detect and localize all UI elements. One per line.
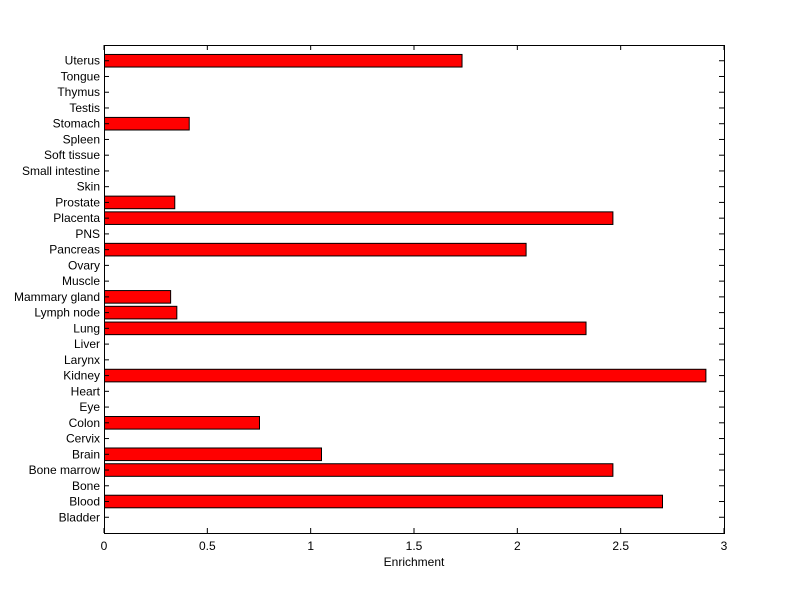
plot-frame <box>104 45 725 534</box>
bars-group <box>104 53 707 509</box>
bar-lymph-node <box>104 305 178 320</box>
bar-uterus <box>104 53 463 68</box>
y-tick-label-cervix: Cervix <box>66 432 100 446</box>
bar-placenta <box>104 211 614 225</box>
y-tick-label-small-intestine: Small intestine <box>22 164 100 178</box>
y-tick-label-blood: Blood <box>69 495 100 509</box>
bar-mammary-gland <box>104 290 172 304</box>
y-tick-label-muscle: Muscle <box>62 274 100 288</box>
bar-stomach <box>104 116 190 131</box>
bar-pancreas <box>104 242 527 257</box>
y-tick-label-lymph-node: Lymph node <box>34 306 100 320</box>
x-tick-label: 1 <box>307 539 314 553</box>
y-tick-label-bone-marrow: Bone marrow <box>29 463 101 477</box>
y-tick-label-ovary: Ovary <box>68 258 100 272</box>
x-tick-label: 0.5 <box>199 539 216 553</box>
y-tick-label-spleen: Spleen <box>63 132 100 146</box>
y-tick-label-lung: Lung <box>73 321 100 335</box>
bar-brain <box>104 447 322 462</box>
x-tick-labels: 0 0.5 1 1.5 2 2.5 3 <box>101 539 728 553</box>
bar-kidney <box>104 368 707 383</box>
x-tick-label: 2 <box>514 539 521 553</box>
y-tick-label-testis: Testis <box>69 101 100 115</box>
bar-prostate <box>104 195 176 210</box>
y-tick-label-stomach: Stomach <box>53 117 100 131</box>
y-tick-label-thymus: Thymus <box>57 85 100 99</box>
y-tick-label-prostate: Prostate <box>55 195 100 209</box>
y-tick-label-tongue: Tongue <box>61 69 101 83</box>
y-tick-label-eye: Eye <box>79 400 100 414</box>
y-tick-label-bladder: Bladder <box>59 510 100 524</box>
y-tick-label-pns: PNS <box>75 227 100 241</box>
y-tick-label-kidney: Kidney <box>63 369 100 383</box>
x-tick-label: 0 <box>101 539 108 553</box>
x-tick-label: 1.5 <box>406 539 423 553</box>
y-tick-label-mammary-gland: Mammary gland <box>14 290 100 304</box>
x-tick-label: 2.5 <box>612 539 629 553</box>
y-tick-label-pancreas: Pancreas <box>49 243 100 257</box>
y-tick-label-brain: Brain <box>72 447 100 461</box>
y-tick-label-heart: Heart <box>71 384 101 398</box>
bar-colon <box>104 416 260 430</box>
y-tick-label-colon: Colon <box>69 416 100 430</box>
y-tick-label-placenta: Placenta <box>53 211 100 225</box>
x-axis-title: Enrichment <box>384 555 445 569</box>
bar-lung <box>104 321 587 336</box>
y-tick-label-uterus: Uterus <box>65 54 100 68</box>
y-tick-label-bone: Bone <box>72 479 100 493</box>
bar-blood <box>104 494 663 509</box>
x-tick-label: 3 <box>721 539 728 553</box>
bar-bone-marrow <box>104 463 614 477</box>
y-tick-label-liver: Liver <box>74 337 100 351</box>
y-tick-label-soft-tissue: Soft tissue <box>44 148 100 162</box>
y-tick-label-skin: Skin <box>77 180 100 194</box>
y-tick-label-larynx: Larynx <box>64 353 100 367</box>
